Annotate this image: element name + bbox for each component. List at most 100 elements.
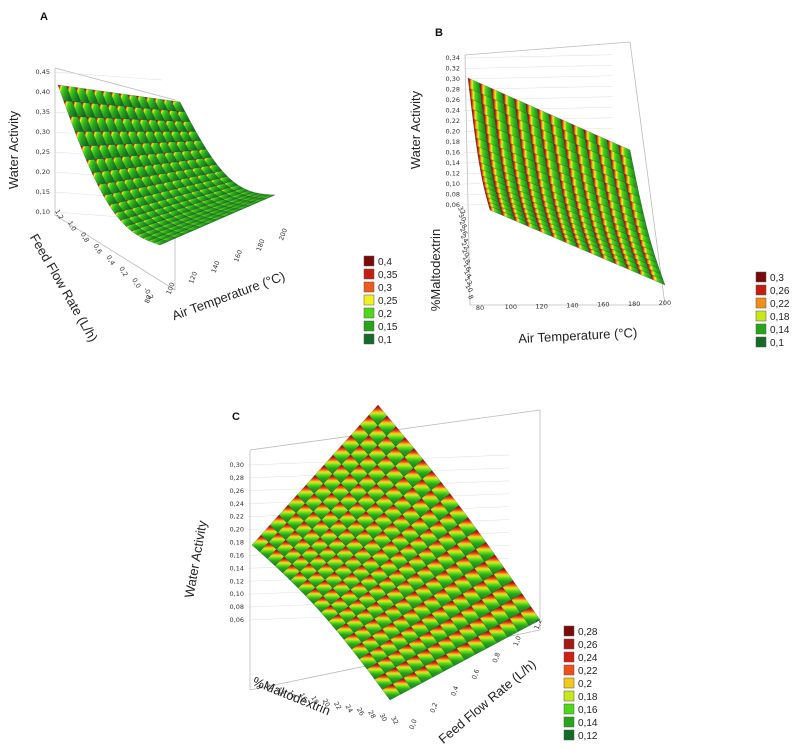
legend-swatch	[755, 323, 767, 335]
x-tick-label: 1,2	[533, 618, 544, 630]
legend-label: 0,1	[378, 335, 392, 346]
x-tick-label: 160	[597, 301, 609, 309]
z-tick-label: 0,15	[36, 188, 50, 196]
z-tick-label: 0,30	[36, 128, 50, 136]
x-tick-label: 100	[505, 303, 517, 311]
y-tick-label: 10	[463, 283, 474, 294]
surface-cell	[650, 274, 666, 286]
legend-swatch	[363, 268, 375, 280]
z-tick-label: 0,24	[230, 500, 244, 508]
legend-swatch	[363, 281, 375, 293]
z-tick-label: 0,24	[446, 107, 460, 115]
z-tick-label: 0,40	[36, 88, 50, 96]
legend-swatch	[563, 729, 575, 741]
legend-swatch	[563, 664, 575, 676]
surface-cell	[520, 606, 541, 626]
legend-swatch	[563, 677, 575, 689]
z-tick-label: 0,26	[446, 96, 460, 104]
y-tick-label: 10	[264, 683, 275, 694]
legend-label: 0,22	[770, 299, 790, 310]
z-tick-label: 0,20	[36, 168, 50, 176]
legend-label: 0,28	[578, 627, 598, 638]
y-tick-label: 32	[389, 715, 400, 726]
z-tick-label: 0,18	[230, 539, 244, 547]
x-tick-label: 140	[566, 302, 578, 310]
legend: 0,4 0,35 0,3 0,25 0,2 0,15 0,1	[363, 255, 398, 346]
x-tick-label: 160	[232, 249, 244, 263]
y-tick-label: 8	[466, 293, 475, 301]
legend-swatch	[563, 716, 575, 728]
grid-line	[53, 71, 163, 81]
z-tick-label: 0,06	[446, 201, 460, 209]
z-tick-label: 0,25	[36, 148, 50, 156]
y-tick-label: 12	[463, 276, 474, 287]
panel-b: B0,340,320,300,280,260,240,220,200,180,1…	[408, 27, 790, 349]
x-tick-label: 0,0	[408, 718, 419, 730]
surface-mesh	[251, 404, 541, 701]
y-axis-title: %Maltodextrin	[251, 673, 333, 718]
y-tick-label: 0,4	[105, 254, 117, 267]
x-tick-label: 200	[659, 299, 671, 307]
panel-c: C0,300,280,260,240,220,200,180,160,140,1…	[181, 404, 598, 747]
legend-label: 0,24	[578, 653, 598, 664]
legend-label: 0,1	[770, 338, 784, 349]
legend-swatch	[363, 320, 375, 332]
z-tick-label: 0,08	[230, 603, 244, 611]
z-tick-label: 0,16	[230, 551, 244, 559]
x-tick-label: 120	[535, 302, 547, 310]
x-tick-label: 100	[165, 281, 177, 295]
z-tick-label: 0,22	[230, 513, 244, 521]
y-tick-label: 14	[286, 689, 297, 700]
y-tick-label: 1,2	[53, 208, 65, 221]
z-axis-title: Water Activity	[6, 110, 21, 189]
legend-label: 0,3	[378, 283, 392, 294]
y-tick-label: 1,0	[66, 219, 78, 232]
x-tick-label: 180	[628, 300, 640, 308]
legend-label: 0,25	[378, 296, 398, 307]
y-tick-label: 14	[462, 269, 473, 280]
frame-edge	[464, 41, 631, 56]
legend-swatch	[563, 703, 575, 715]
z-tick-label: 0,10	[230, 590, 244, 598]
z-tick-label: 0,20	[230, 526, 244, 534]
grid-line	[463, 75, 613, 80]
z-tick-label: 0,14	[230, 564, 244, 572]
legend: 0,28 0,26 0,24 0,22 0,2 0,18 0,16 0,14 0,12	[563, 625, 598, 742]
y-axis-title: %Maltodextrin	[428, 229, 443, 311]
z-tick-label: 0,20	[446, 128, 460, 136]
legend-label: 0,15	[378, 322, 398, 333]
z-tick-label: 0,45	[36, 68, 50, 76]
legend-swatch	[755, 297, 767, 309]
legend-swatch	[755, 271, 767, 283]
grid-line	[463, 54, 613, 59]
y-tick-label: 20	[321, 697, 332, 708]
legend-label: 0,35	[378, 270, 398, 281]
legend-label: 0,16	[578, 705, 598, 716]
z-tick-label: 0,12	[446, 170, 460, 178]
legend-label: 0,14	[578, 718, 598, 729]
panel-a: A0,450,400,350,300,250,200,150,10 1,21,00…	[6, 11, 398, 346]
x-tick-label: 0,6	[470, 668, 481, 680]
z-tick-label: 0,10	[446, 180, 460, 188]
y-axis-title: Feed Flow Rate (L/h)	[27, 231, 101, 344]
surface-mesh	[57, 84, 276, 246]
z-tick-label: 0,30	[446, 75, 460, 83]
z-tick-label: 0,30	[230, 461, 244, 469]
x-tick-label: 80	[143, 294, 153, 305]
z-tick-label: 0,08	[446, 191, 460, 199]
x-tick-label: 200	[277, 227, 289, 241]
z-tick-label: 0,06	[230, 616, 244, 624]
grid-line	[463, 65, 613, 69]
legend-label: 0,22	[578, 666, 598, 677]
y-tick-label: 26	[355, 706, 366, 717]
z-tick-label: 0,28	[446, 86, 460, 94]
panel-label: A	[40, 11, 48, 23]
legend-swatch	[563, 638, 575, 650]
frame-edge	[464, 54, 471, 306]
y-tick-label: 0,8	[79, 231, 91, 244]
legend-swatch	[563, 690, 575, 702]
x-tick-label: 180	[255, 238, 267, 252]
y-tick-label: 22	[459, 240, 470, 251]
x-axis-title: Air Temperature (°C)	[170, 268, 287, 323]
